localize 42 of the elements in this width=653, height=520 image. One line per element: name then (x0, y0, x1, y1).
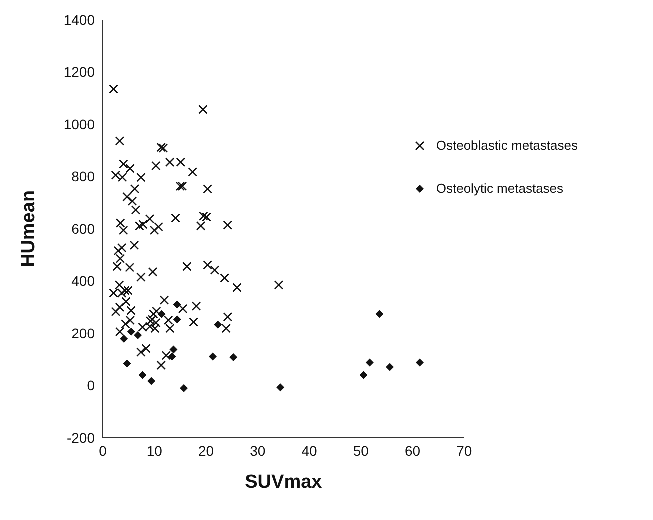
point (180, 384, 188, 392)
x-tick-label: 0 (99, 442, 108, 459)
point (208, 352, 217, 361)
y-tick-label: 200 (72, 325, 96, 342)
x-tick-label: 40 (302, 442, 318, 459)
point (386, 363, 394, 372)
x-tick-label: 10 (146, 442, 163, 459)
y-tick-label: 0 (87, 378, 96, 394)
point (276, 384, 285, 392)
point (230, 354, 238, 362)
point (134, 331, 142, 340)
y-tick-label: 800 (72, 168, 96, 185)
y-tick-label: 400 (72, 273, 96, 290)
y-tick-label: 1200 (64, 64, 96, 80)
point (360, 371, 368, 380)
point (173, 300, 182, 309)
x-tick-label: 30 (250, 442, 266, 459)
point (214, 320, 222, 329)
y-tick-label: 1400 (64, 12, 96, 28)
legend-label: Osteolytic metastases (436, 181, 564, 196)
x-tick-label: 50 (353, 442, 370, 459)
point (170, 346, 178, 354)
point (120, 334, 128, 343)
x-tick-label: 20 (198, 442, 214, 459)
x-tick-label: 70 (456, 442, 472, 459)
x-tick-label: 60 (404, 442, 421, 459)
point (127, 328, 136, 336)
point (123, 360, 132, 368)
point (376, 310, 384, 318)
y-tick-label: -200 (66, 430, 96, 446)
point (366, 358, 374, 367)
point (168, 352, 176, 361)
point (173, 316, 182, 324)
point (138, 371, 147, 380)
y-axis-title: HUmean (18, 190, 40, 268)
legend-label: Osteoblastic metastases (436, 138, 578, 153)
y-tick-label: 600 (72, 220, 96, 237)
point (416, 358, 424, 367)
point (158, 310, 166, 318)
point (148, 377, 156, 386)
y-tick-label: 1000 (64, 116, 96, 132)
x-axis-title: SUVmax (245, 472, 323, 493)
